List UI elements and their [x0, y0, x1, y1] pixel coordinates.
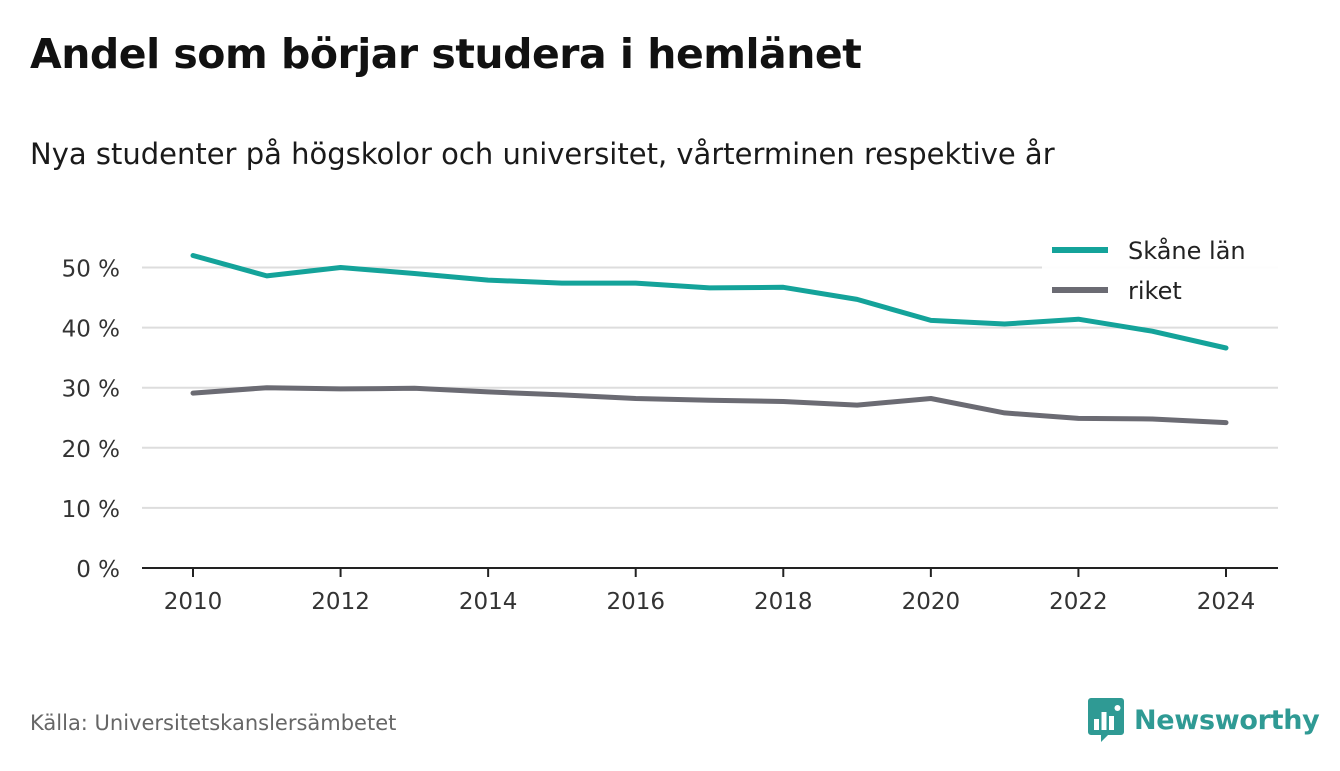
- series-line-1: [190, 385, 1229, 426]
- legend-background: [1042, 228, 1282, 312]
- legend-label: Skåne län: [1128, 236, 1246, 265]
- source-note: Källa: Universitetskanslersämbetet: [30, 711, 397, 735]
- x-tick-label: 2016: [606, 589, 665, 615]
- series-line-0: [190, 253, 1229, 351]
- brand-name: Newsworthy: [1134, 704, 1320, 736]
- newsworthy-logo: Newsworthy: [1088, 698, 1320, 742]
- newsworthy-logo-icon: [1088, 698, 1124, 742]
- chart-subtitle: Nya studenter på högskolor och universit…: [30, 137, 1055, 171]
- x-tick-label: 2012: [311, 589, 370, 615]
- x-tick-label: 2018: [754, 589, 813, 615]
- x-tick-label: 2020: [902, 589, 961, 615]
- y-tick-label: 50 %: [62, 257, 120, 283]
- x-tick-label: 2014: [459, 589, 518, 615]
- chart-title: Andel som börjar studera i hemlänet: [30, 30, 862, 78]
- y-tick-label: 30 %: [62, 377, 120, 403]
- y-tick-label: 0 %: [76, 557, 120, 583]
- y-tick-label: 20 %: [62, 437, 120, 463]
- x-tick-label: 2022: [1049, 589, 1108, 615]
- y-tick-label: 10 %: [62, 497, 120, 523]
- y-tick-label: 40 %: [62, 317, 120, 343]
- x-tick-label: 2024: [1197, 589, 1256, 615]
- legend-label: riket: [1128, 277, 1182, 305]
- x-tick-label: 2010: [164, 589, 223, 615]
